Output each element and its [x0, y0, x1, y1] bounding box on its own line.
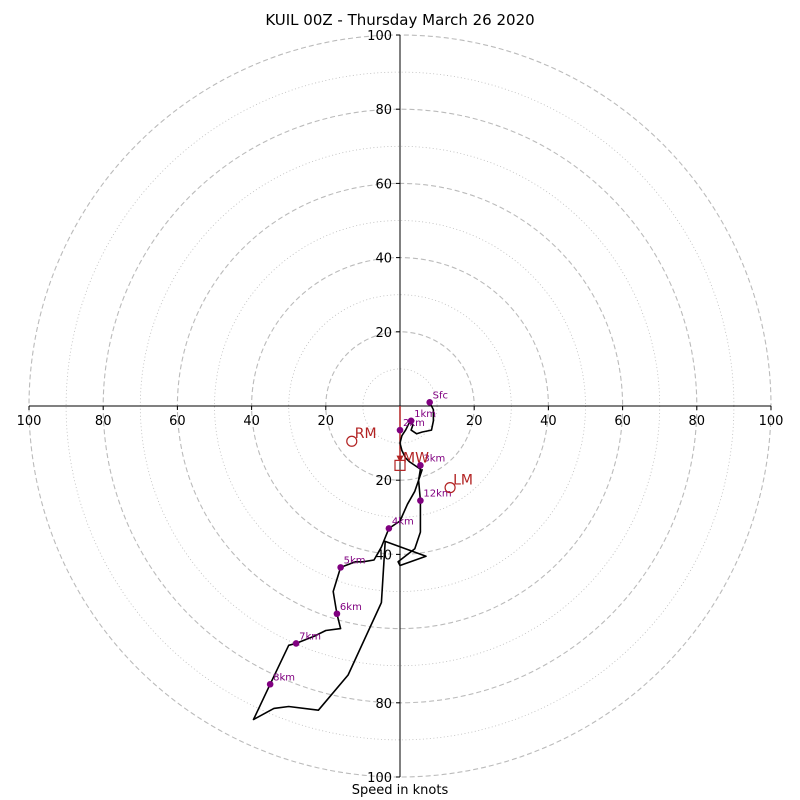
x-tick-label: 20: [318, 414, 335, 429]
storm-motion-label: MW: [403, 450, 429, 466]
y-tick-label: 40: [375, 252, 392, 267]
shear-vector-arrowhead: [396, 455, 404, 463]
storm-motion-marker: [444, 482, 456, 494]
x-tick-label: 20: [466, 414, 483, 429]
x-axis-label: Speed in knots: [351, 783, 449, 798]
height-marker-point: [292, 640, 300, 647]
x-tick-label: 100: [17, 414, 42, 429]
height-marker-point: [407, 417, 415, 425]
height-marker-label: 1km: [414, 409, 436, 420]
height-marker-label: 4km: [392, 516, 414, 527]
y-tick-label: 20: [375, 474, 392, 489]
y-tick-label: 100: [367, 771, 392, 786]
y-tick-label: 100: [367, 29, 392, 44]
y-tick-label: 80: [375, 103, 392, 118]
x-tick-label: 40: [243, 414, 260, 429]
storm-motion-marker: [346, 435, 358, 447]
mean-wind-marker: [394, 459, 406, 471]
height-marker-label: 3km: [423, 453, 445, 464]
height-marker-point: [266, 680, 274, 688]
height-marker-label: 7km: [299, 631, 321, 642]
x-tick-label: 60: [169, 414, 186, 429]
x-tick-label: 100: [759, 414, 784, 429]
hodograph-trace: [252, 401, 435, 721]
height-marker-label: 2km: [403, 418, 425, 429]
y-tick-label: 80: [375, 697, 392, 712]
x-tick-label: 40: [540, 414, 557, 429]
chart-title: KUIL 00Z - Thursday March 26 2020: [265, 11, 535, 29]
height-marker-point: [426, 398, 433, 406]
y-tick-label: 60: [375, 177, 392, 192]
height-marker-label: 5km: [344, 555, 366, 566]
height-marker-label: 8km: [273, 672, 295, 683]
height-marker-point: [417, 497, 424, 504]
height-marker-point: [385, 525, 393, 532]
height-marker-label: 12km: [423, 489, 451, 500]
x-tick-label: 80: [689, 414, 706, 429]
height-marker-point: [333, 610, 341, 618]
x-tick-label: 80: [95, 414, 112, 429]
y-tick-label: 20: [375, 326, 392, 341]
storm-motion-label: RM: [355, 426, 377, 442]
height-marker-point: [337, 564, 344, 571]
height-marker-label: Sfc: [433, 390, 448, 401]
x-tick-label: 60: [614, 414, 631, 429]
height-marker-point: [396, 426, 404, 434]
storm-motion-label: LM: [453, 473, 473, 489]
height-marker-label: 6km: [340, 602, 362, 613]
height-marker-point: [417, 462, 424, 469]
